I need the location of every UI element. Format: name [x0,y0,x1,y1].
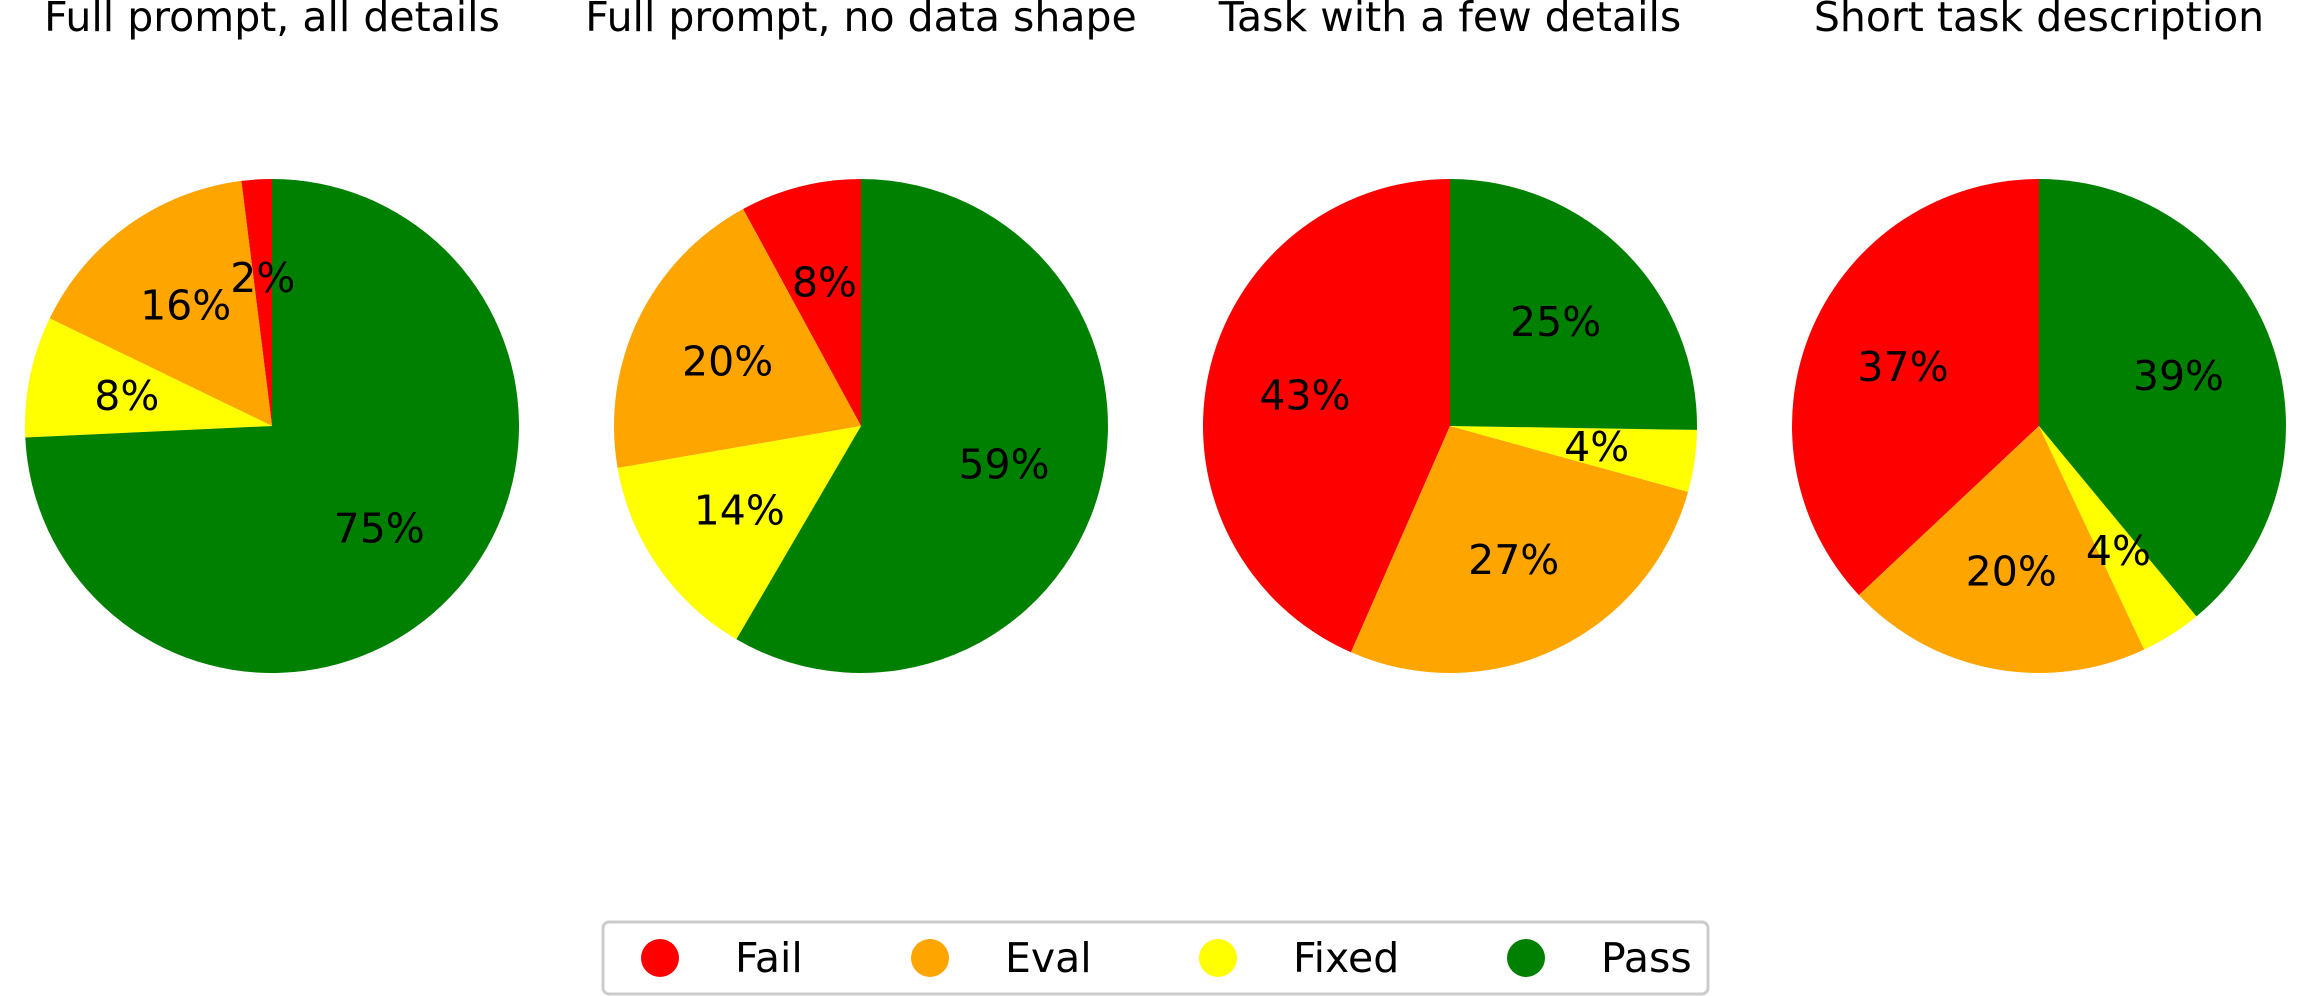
legend-label-eval: Eval [1005,934,1092,982]
legend-marker-fixed [1199,939,1237,977]
pie-slice-label: 4% [2086,527,2151,575]
pie-slice-label: 14% [694,486,785,534]
pie-slice-label: 59% [958,441,1049,489]
pie-slice-fixed [25,318,272,438]
pie-slice-eval [1350,426,1689,674]
pie-slice-eval [49,180,273,426]
legend-marker-eval [911,939,949,977]
pie-chart-1: Full prompt, all details 2%16% 8% 75% [25,0,520,673]
pie-slice-label: 39% [2133,352,2224,400]
legend-label-fail: Fail [735,934,803,982]
pie-chart-4: Short task description 37% 20% 4% 39% [1791,0,2287,673]
pie-slice-label: 37% [1857,343,1948,391]
legend: Fail Eval Fixed Pass [601,920,1710,996]
pie-slice-eval [1858,426,2145,673]
pie-slice-pass [25,179,520,673]
pie-title: Full prompt, all details [44,0,500,41]
pie-title: Short task description [1814,0,2264,41]
legend-marker-pass [1507,939,1545,977]
pie-title: Task with a few details [1218,0,1682,41]
legend-box [601,920,1710,996]
pie-slice-eval [614,208,861,469]
pie-slice-pass [2039,179,2287,617]
pie-slice-fail [241,179,272,426]
pie-slice-label: 2% [230,254,295,302]
pie-slice-label: 25% [1510,298,1601,346]
pie-slice-label: 16% [140,282,231,330]
pie-slice-label: 43% [1259,372,1350,420]
pie-slice-label: 20% [1966,548,2057,596]
legend-marker-fail [641,939,679,977]
pie-slice-fail [1791,179,2039,596]
pie-slice-label: 8% [94,372,159,420]
pie-slice-fixed [2039,426,2197,650]
legend-label-pass: Pass [1601,934,1692,982]
pie-chart-2: Full prompt, no data shape 8% 20% 14% 59% [585,0,1137,673]
legend-label-fixed: Fixed [1293,934,1399,982]
pie-slice-label: 8% [792,258,857,306]
pie-slice-fixed [617,426,861,640]
pie-slice-pass [736,179,1108,673]
pie-slice-label: 75% [334,504,425,552]
pie-slice-fixed [1450,426,1697,492]
pie-slice-label: 27% [1468,536,1559,584]
pie-title: Full prompt, no data shape [585,0,1137,41]
pie-slice-label: 4% [1564,423,1629,471]
pie-chart-3: Task with a few details 43% 27% 4% 25% [1202,0,1698,674]
pie-slice-label: 20% [682,337,773,385]
pie-slice-fail [743,179,861,426]
pie-slice-fail [1202,179,1450,653]
pie-slice-pass [1450,179,1698,430]
